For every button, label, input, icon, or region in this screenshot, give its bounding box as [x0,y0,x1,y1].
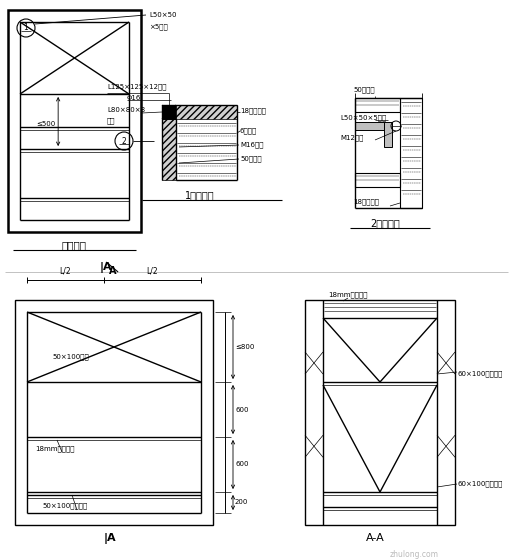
Text: 18mm厚多层板: 18mm厚多层板 [328,291,367,298]
Text: 2: 2 [122,137,126,146]
Bar [355,122,392,130]
Bar [355,98,400,112]
Text: L50×50: L50×50 [149,12,176,18]
Bar [162,105,176,180]
Text: 18厚多层板: 18厚多层板 [353,198,379,204]
Bar [400,98,422,208]
Text: M16螺栓: M16螺栓 [240,141,264,148]
Text: 18mm厚多层板: 18mm厚多层板 [35,445,74,451]
Text: |A: |A [104,533,116,544]
Text: 50×100木方横撑: 50×100木方横撑 [42,502,87,508]
Text: |A: |A [100,262,113,273]
Text: zhulong.com: zhulong.com [390,550,439,559]
Text: 门洞套模: 门洞套模 [62,240,87,250]
Text: L/2: L/2 [60,267,71,276]
Bar [8,10,141,232]
Text: 60×100木方横撑: 60×100木方横撑 [458,370,503,377]
Text: 600: 600 [235,461,248,468]
Text: 600: 600 [235,407,248,413]
Text: 200: 200 [235,500,248,506]
Text: 50厚木板: 50厚木板 [240,155,262,162]
Text: 1节点大样: 1节点大样 [185,190,214,200]
Bar [162,105,176,119]
Bar [15,300,213,525]
Text: A: A [109,266,116,276]
Text: Φ16: Φ16 [127,95,142,101]
Text: ≤800: ≤800 [235,344,254,350]
Text: L125×125×12角钢: L125×125×12角钢 [107,83,167,90]
Text: 60×100木方横撑: 60×100木方横撑 [458,480,503,487]
Text: ≤500: ≤500 [36,120,55,127]
Text: L50×50×5角钢: L50×50×5角钢 [340,114,386,120]
Text: 18厚多层板: 18厚多层板 [240,107,266,114]
Text: 50×100斜撑: 50×100斜撑 [52,354,89,360]
Text: 1: 1 [24,24,28,32]
Text: 6厚钢板: 6厚钢板 [240,127,257,134]
Text: 2节点大样: 2节点大样 [370,218,400,228]
Bar [384,122,392,147]
Text: 50厚木板: 50厚木板 [353,86,374,92]
Text: A-A: A-A [366,533,384,543]
Bar [355,173,400,187]
Bar [162,105,237,119]
Bar [305,300,455,525]
Text: L80×80×8: L80×80×8 [107,107,145,113]
Text: M12螺栓: M12螺栓 [340,134,363,141]
Text: ×5角钢: ×5角钢 [149,23,168,30]
Text: 角钢: 角钢 [107,117,115,124]
Text: L/2: L/2 [147,267,159,276]
